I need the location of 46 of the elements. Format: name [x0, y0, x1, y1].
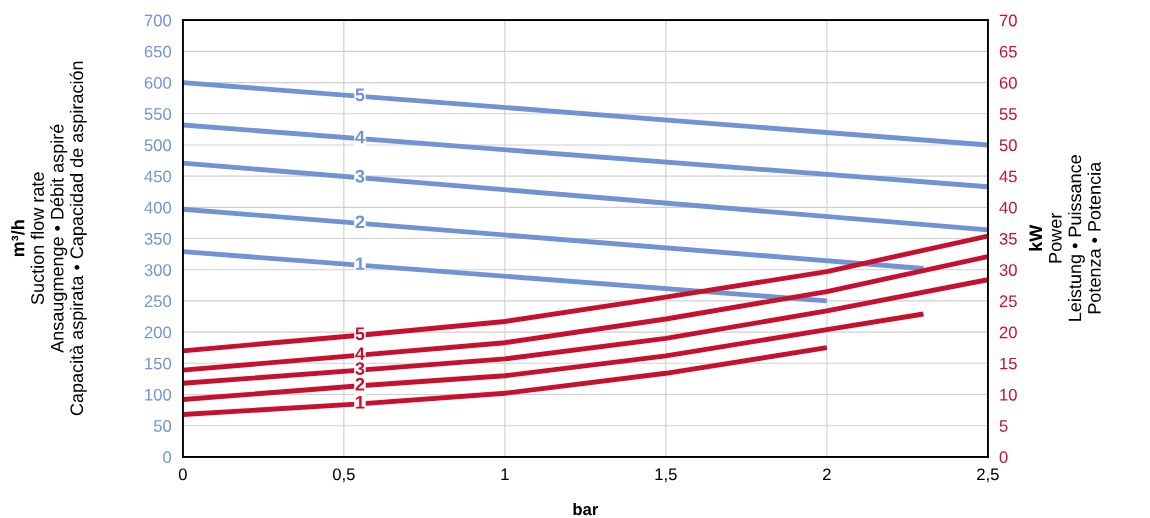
x-tick-label: 1	[501, 468, 509, 481]
y2-tick-label: 45	[999, 170, 1017, 183]
y2-tick-label: 40	[999, 201, 1017, 214]
y2-tick-label: 55	[999, 108, 1017, 120]
x-axis-title: bar	[573, 502, 599, 516]
y2-tick-label: 60	[999, 76, 1017, 89]
y2-tick-label: 20	[999, 326, 1017, 339]
y-tick-label: 400	[144, 201, 172, 214]
y-tick-label: 0	[163, 451, 172, 464]
y-tick-label: 350	[144, 232, 172, 245]
x-tick-label: 2	[823, 468, 831, 481]
series-label: 5	[355, 88, 365, 102]
series-label: 4	[355, 130, 365, 144]
y-tick-label: 250	[144, 295, 172, 308]
y2-tick-label: 15	[1000, 357, 1017, 370]
line-series	[182, 345, 830, 417]
y-tick-label: 650	[144, 45, 172, 58]
x-tick-label: 0,5	[332, 468, 355, 483]
y-tick-label: 300	[144, 264, 172, 276]
y-tick-label: 150	[145, 357, 172, 370]
y2-tick-label: 10	[1000, 388, 1017, 401]
y2-tick-label: 0	[999, 451, 1008, 464]
x-tick-label: 1,5	[655, 468, 677, 483]
y2-axis-title: kW Power Leistung • Puissance Potenza • Potencia	[1028, 155, 1101, 321]
x-tick-label: 0	[178, 468, 187, 481]
y-tick-label: 600	[144, 76, 172, 89]
y-tick-label: 200	[144, 326, 172, 339]
y-tick-label: 500	[144, 139, 172, 152]
y-tick-label: 700	[144, 14, 172, 27]
y2-tick-label: 35	[999, 232, 1017, 245]
y2-tick-label: 5	[999, 420, 1008, 432]
line-series	[182, 254, 988, 373]
y-tick-label: 450	[144, 170, 172, 183]
y2-tick-label: 70	[999, 14, 1017, 27]
series-label: 1	[356, 257, 365, 270]
y2-tick-label: 30	[999, 264, 1017, 276]
series-label: 2	[355, 215, 365, 229]
y2-tick-label: 25	[999, 295, 1017, 308]
y-tick-label: 50	[153, 420, 172, 432]
series-label: 3	[355, 169, 365, 183]
x-tick-label: 2,5	[977, 468, 999, 483]
y-axis-title: m³/h Suction flow rate Ansaugmenge • Débit aspiré Capacità aspirata • Capacidad de aspiración	[11, 61, 87, 416]
y2-tick-label: 65	[999, 45, 1017, 58]
y2-tick-label: 50	[999, 139, 1017, 152]
y-tick-label: 550	[144, 108, 172, 120]
y-tick-label: 100	[145, 388, 172, 401]
